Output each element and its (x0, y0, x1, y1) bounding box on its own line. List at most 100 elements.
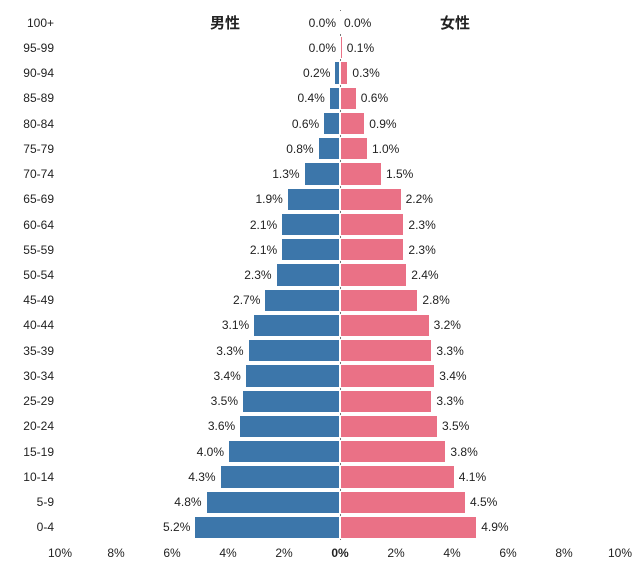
female-bar-label: 1.5% (386, 167, 413, 181)
male-bar-label: 4.8% (174, 495, 201, 509)
female-bar-label: 0.1% (347, 41, 374, 55)
ytick-label: 95-99 (4, 41, 54, 55)
ytick-label: 80-84 (4, 117, 54, 131)
male-bar-label: 1.3% (272, 167, 299, 181)
xtick-label: 8% (544, 546, 584, 560)
male-bar-label: 2.1% (250, 243, 277, 257)
female-bar (340, 289, 418, 312)
male-bar-label: 0.8% (286, 142, 313, 156)
ytick-label: 15-19 (4, 445, 54, 459)
female-bar-label: 2.4% (411, 268, 438, 282)
male-bar (228, 440, 340, 463)
female-bar-label: 0.6% (361, 91, 388, 105)
female-bar (340, 263, 407, 286)
xtick-label: 10% (600, 546, 640, 560)
female-bar-label: 4.9% (481, 520, 508, 534)
xtick-label: 4% (208, 546, 248, 560)
female-bar (340, 364, 435, 387)
male-bar-label: 3.6% (208, 419, 235, 433)
male-bar (245, 364, 340, 387)
male-bar (242, 390, 340, 413)
male-bar (276, 263, 340, 286)
ytick-label: 35-39 (4, 344, 54, 358)
male-bar-label: 0.2% (303, 66, 330, 80)
female-bar (340, 188, 402, 211)
male-bar-label: 4.0% (197, 445, 224, 459)
ytick-label: 75-79 (4, 142, 54, 156)
female-bar (340, 162, 382, 185)
female-bar-label: 0.3% (352, 66, 379, 80)
female-bar (340, 415, 438, 438)
female-bar (340, 465, 455, 488)
female-bar-label: 3.4% (439, 369, 466, 383)
female-bar (340, 87, 357, 110)
male-bar-label: 1.9% (255, 192, 282, 206)
female-bar (340, 137, 368, 160)
female-bar (340, 213, 404, 236)
male-bar (194, 516, 340, 539)
female-bar-label: 2.3% (408, 243, 435, 257)
ytick-label: 40-44 (4, 318, 54, 332)
female-bar (340, 112, 365, 135)
male-bar-label: 3.3% (216, 344, 243, 358)
xtick-label: 2% (264, 546, 304, 560)
male-bar (323, 112, 340, 135)
male-bar (281, 238, 340, 261)
female-bar-label: 0.0% (344, 16, 371, 30)
male-bar-label: 3.4% (213, 369, 240, 383)
female-bar-label: 1.0% (372, 142, 399, 156)
male-bar-label: 0.6% (292, 117, 319, 131)
ytick-label: 70-74 (4, 167, 54, 181)
ytick-label: 25-29 (4, 394, 54, 408)
ytick-label: 90-94 (4, 66, 54, 80)
female-bar-label: 3.3% (436, 394, 463, 408)
female-bar (340, 339, 432, 362)
male-bar (287, 188, 340, 211)
male-bar-label: 0.0% (309, 16, 336, 30)
male-bar-label: 3.1% (222, 318, 249, 332)
male-bar-label: 2.7% (233, 293, 260, 307)
male-bar (248, 339, 340, 362)
ytick-label: 60-64 (4, 218, 54, 232)
female-bar-label: 2.3% (408, 218, 435, 232)
ytick-label: 100+ (4, 16, 54, 30)
male-bar (206, 491, 340, 514)
female-bar-label: 4.5% (470, 495, 497, 509)
male-bar (329, 87, 340, 110)
female-bar (340, 491, 466, 514)
ytick-label: 50-54 (4, 268, 54, 282)
female-bar-label: 2.2% (406, 192, 433, 206)
male-bar (239, 415, 340, 438)
female-header: 女性 (440, 12, 470, 33)
male-bar (281, 213, 340, 236)
female-bar (340, 516, 477, 539)
xtick-label: 6% (488, 546, 528, 560)
female-bar (340, 61, 348, 84)
xtick-label: 6% (152, 546, 192, 560)
male-bar-label: 4.3% (188, 470, 215, 484)
male-bar-label: 3.5% (211, 394, 238, 408)
female-bar-label: 3.2% (434, 318, 461, 332)
male-bar-label: 2.3% (244, 268, 271, 282)
female-bar-label: 3.8% (450, 445, 477, 459)
female-bar-label: 4.1% (459, 470, 486, 484)
ytick-label: 30-34 (4, 369, 54, 383)
xtick-label: 2% (376, 546, 416, 560)
female-bar (340, 440, 446, 463)
xtick-label: 10% (40, 546, 80, 560)
male-bar-label: 0.0% (309, 41, 336, 55)
male-bar-label: 2.1% (250, 218, 277, 232)
population-pyramid-chart: 男性女性0.0%0.0%100+0.0%0.1%95-990.2%0.3%90-… (0, 0, 640, 577)
ytick-label: 45-49 (4, 293, 54, 307)
male-bar (304, 162, 340, 185)
ytick-label: 20-24 (4, 419, 54, 433)
ytick-label: 10-14 (4, 470, 54, 484)
male-bar (318, 137, 340, 160)
male-bar (253, 314, 340, 337)
female-bar-label: 3.3% (436, 344, 463, 358)
male-bar-label: 0.4% (297, 91, 324, 105)
female-bar-label: 3.5% (442, 419, 469, 433)
female-bar (340, 36, 343, 59)
female-bar (340, 238, 404, 261)
xtick-label: 4% (432, 546, 472, 560)
